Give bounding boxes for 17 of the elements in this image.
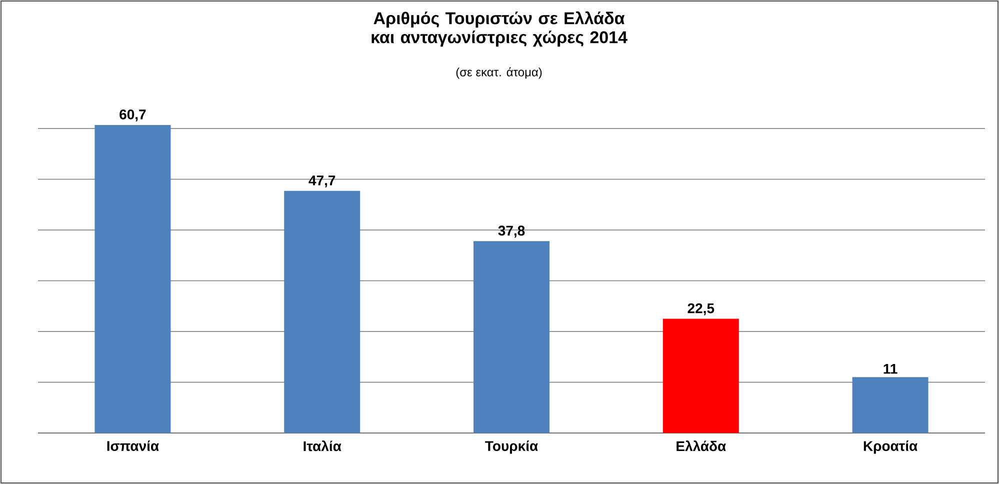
chart-title: Αριθμός Τουριστών σε Ελλάδα και ανταγωνίστριες χώρες 2014 xyxy=(372,11,628,47)
x-tick-label: Τουρκία xyxy=(485,440,538,454)
x-tick-label: Κροατία xyxy=(864,440,918,454)
x-tick-label: Ιταλία xyxy=(304,440,342,452)
x-tick-label: Ισπανία xyxy=(107,440,159,451)
bar xyxy=(474,241,550,433)
bar xyxy=(94,124,171,433)
bar xyxy=(284,190,360,433)
data-label: 11 xyxy=(884,364,898,374)
data-label: 60,7 xyxy=(120,109,146,122)
bar xyxy=(662,318,739,433)
x-tick-label: Ελλάδα xyxy=(676,440,726,452)
chart-subtitle: (σε εκατ. άτομα) xyxy=(456,67,542,79)
bar xyxy=(852,377,928,433)
data-label: 47,7 xyxy=(308,176,336,188)
data-label: 37,8 xyxy=(498,226,525,238)
data-label: 22,5 xyxy=(688,303,714,316)
